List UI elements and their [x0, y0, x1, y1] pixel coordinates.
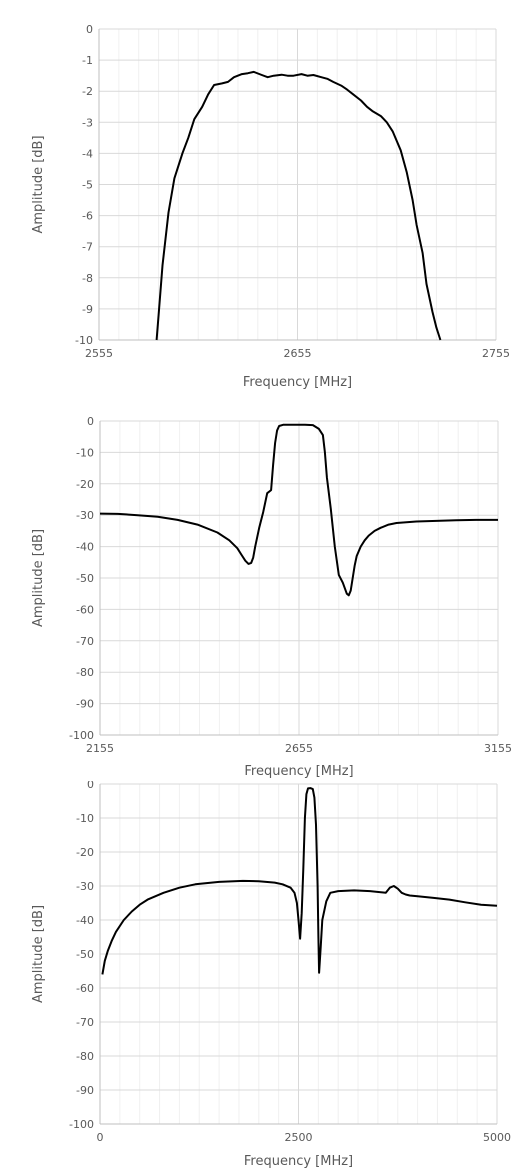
series-line — [155, 70, 442, 341]
y-tick-label: -30 — [76, 509, 94, 522]
y-tick-label: -10 — [76, 812, 94, 825]
y-tick-label: -80 — [76, 666, 94, 679]
series-line — [99, 423, 498, 597]
x-axis-title: Frequency [MHz] — [244, 1154, 353, 1169]
y-tick-label: -100 — [69, 729, 94, 742]
y-tick-label: -1 — [82, 54, 93, 67]
y-tick-label: -50 — [76, 948, 94, 961]
series-line — [101, 787, 498, 975]
y-tick-label: -8 — [82, 272, 93, 285]
y-tick-label: -40 — [76, 914, 94, 927]
y-tick-label: 0 — [87, 781, 94, 791]
x-tick-label: 2655 — [284, 347, 312, 360]
x-tick-label: 2555 — [85, 347, 113, 360]
x-axis-title: Frequency [MHz] — [243, 375, 352, 390]
y-tick-label: -10 — [75, 334, 93, 347]
y-tick-label: -80 — [76, 1050, 94, 1063]
y-tick-label: -40 — [76, 541, 94, 554]
y-tick-label: -2 — [82, 85, 93, 98]
x-tick-label: 5000 — [483, 1131, 511, 1144]
y-tick-label: -100 — [69, 1118, 94, 1131]
x-tick-label: 2155 — [86, 742, 114, 755]
y-tick-label: -4 — [82, 147, 93, 160]
y-tick-label: -20 — [76, 478, 94, 491]
x-tick-label: 2500 — [285, 1131, 313, 1144]
y-tick-label: -9 — [82, 303, 93, 316]
x-axis-title: Frequency [MHz] — [244, 764, 353, 779]
y-tick-label: 0 — [86, 23, 93, 36]
y-tick-label: -6 — [82, 210, 93, 223]
y-tick-label: -70 — [76, 1016, 94, 1029]
y-axis-title: Amplitude [dB] — [31, 135, 46, 233]
y-tick-label: -30 — [76, 880, 94, 893]
y-tick-label: -70 — [76, 635, 94, 648]
y-tick-label: -3 — [82, 116, 93, 129]
x-tick-label: 2655 — [285, 742, 313, 755]
x-tick-label: 3155 — [484, 742, 512, 755]
y-tick-label: -50 — [76, 572, 94, 585]
y-tick-label: -60 — [76, 603, 94, 616]
x-tick-label: 2755 — [482, 347, 510, 360]
y-tick-label: -5 — [82, 179, 93, 192]
y-tick-label: -7 — [82, 241, 93, 254]
y-tick-label: -10 — [76, 446, 94, 459]
y-tick-label: -90 — [76, 698, 94, 711]
y-axis-title: Amplitude [dB] — [31, 905, 46, 1003]
y-axis-title: Amplitude [dB] — [31, 529, 46, 627]
y-tick-label: -60 — [76, 982, 94, 995]
x-tick-label: 0 — [97, 1131, 104, 1144]
y-tick-label: 0 — [87, 415, 94, 428]
y-tick-label: -90 — [76, 1084, 94, 1097]
y-tick-label: -20 — [76, 846, 94, 859]
